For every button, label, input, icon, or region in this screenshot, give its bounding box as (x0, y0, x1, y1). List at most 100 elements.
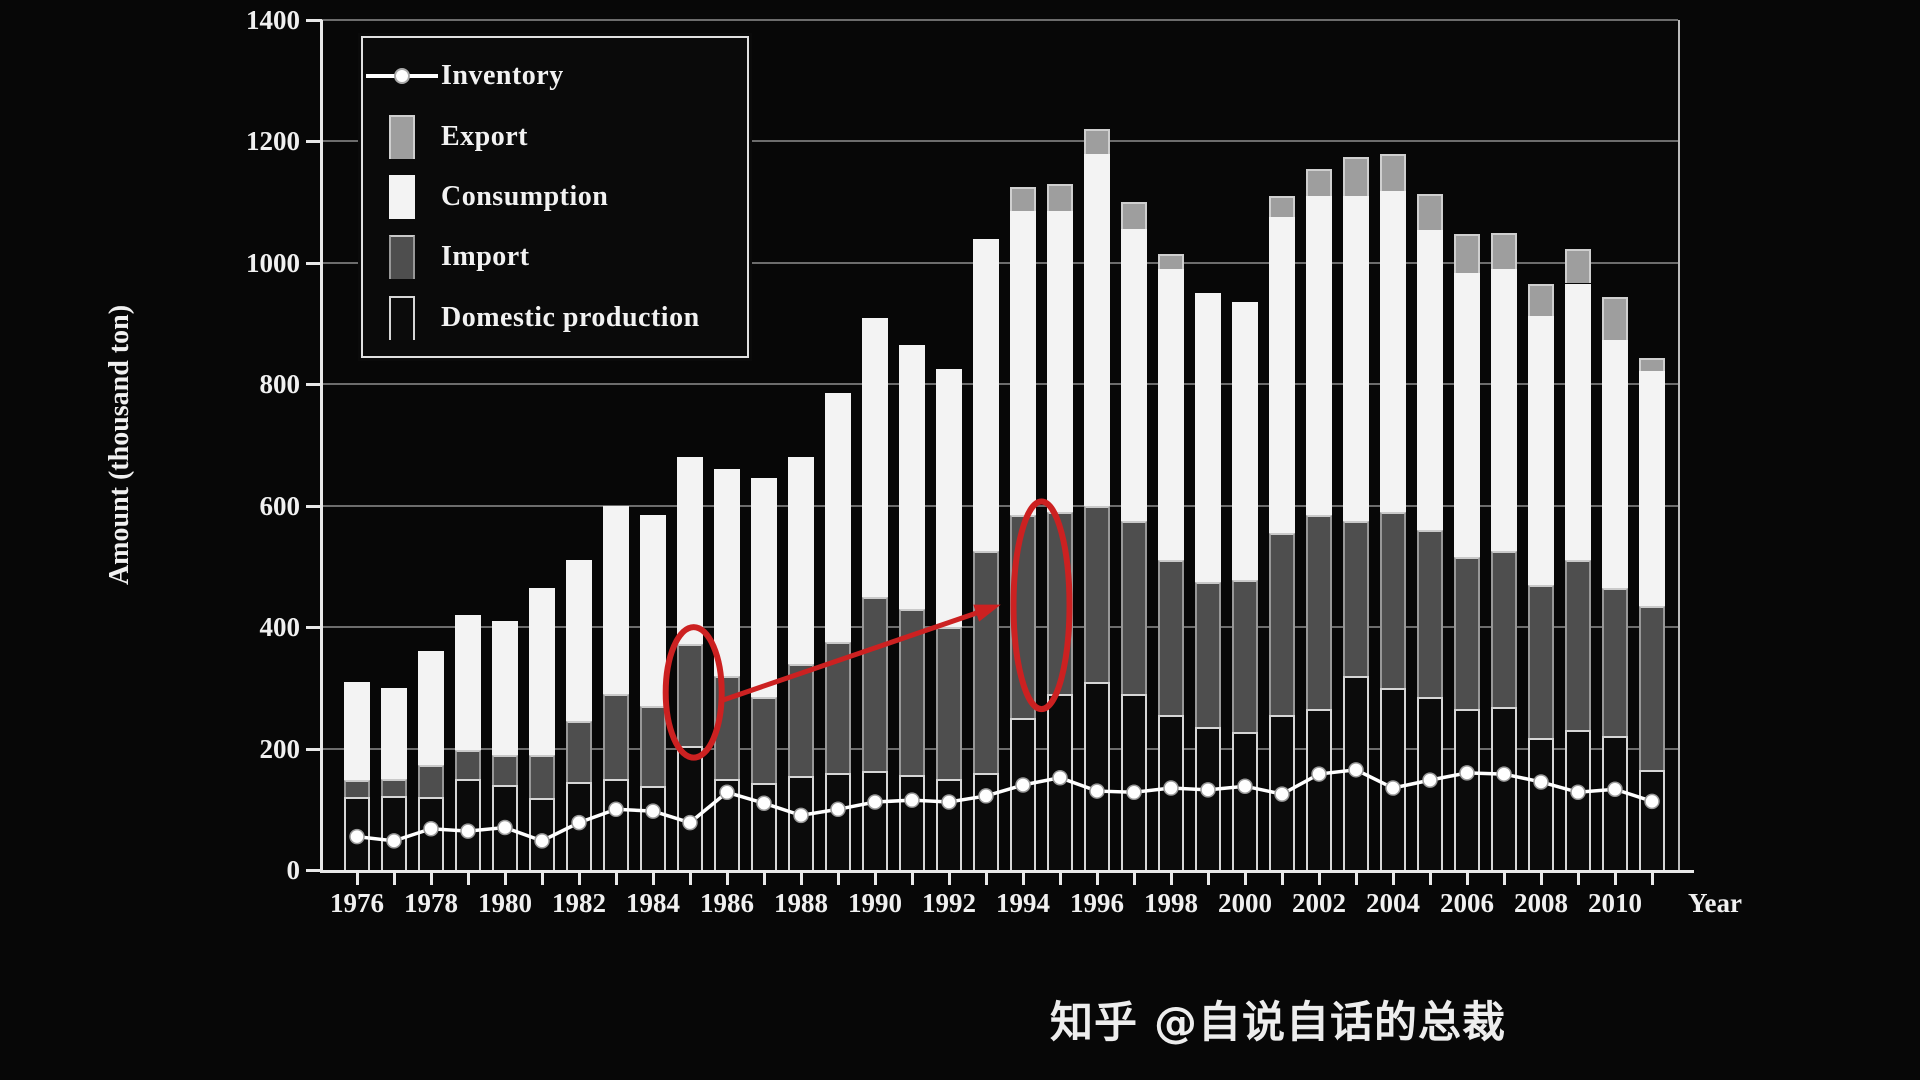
bar-segment-consumption-1989 (825, 393, 851, 643)
bar-segment-import-1999 (1195, 581, 1221, 728)
bar-segment-import-1998 (1158, 560, 1184, 716)
y-tick-0 (306, 869, 322, 872)
bar-segment-domestic-production-1999 (1195, 727, 1221, 870)
inventory-point-1976 (349, 828, 365, 845)
bar-segment-consumption-1994 (1010, 211, 1036, 515)
bar-segment-consumption-1981 (529, 587, 555, 755)
inventory-point-1984 (645, 803, 661, 819)
x-tick-2004 (1392, 873, 1395, 885)
inventory-point-2010 (1607, 781, 1623, 797)
bar-segment-import-2000 (1232, 579, 1258, 732)
bar-segment-consumption-2006 (1454, 273, 1480, 558)
y-tick-600 (306, 504, 322, 508)
x-tick-label-1996: 1996 (1070, 888, 1124, 918)
bar-segment-consumption-1986 (714, 469, 740, 676)
gridline-1200 (322, 140, 1678, 143)
bar-segment-import-2011 (1639, 605, 1665, 770)
x-tick-1997 (1133, 873, 1136, 885)
x-tick-label-1994: 1994 (996, 888, 1050, 918)
legend-label: Import (441, 241, 530, 273)
x-tick-1996 (1096, 873, 1099, 885)
bar-segment-export-1997 (1121, 202, 1147, 230)
x-tick-label-1976: 1976 (330, 888, 384, 918)
x-tick-1990 (874, 873, 877, 885)
x-tick-label-2008: 2008 (1514, 888, 1568, 918)
bar-segment-import-2009 (1565, 560, 1591, 731)
bar-segment-import-1992 (936, 627, 962, 779)
x-tick-2008 (1540, 873, 1543, 885)
bar-segment-consumption-2001 (1269, 217, 1295, 534)
bar-segment-consumption-2002 (1306, 196, 1332, 515)
x-tick-1980 (504, 873, 507, 885)
bar-segment-export-2002 (1306, 168, 1332, 197)
x-tick-2002 (1318, 873, 1321, 885)
gridline-400 (322, 626, 1678, 629)
bar-segment-export-2009 (1565, 248, 1591, 284)
inventory-point-2000 (1237, 778, 1253, 794)
bar-segment-domestic-production-1997 (1121, 693, 1147, 870)
inventory-point-1997 (1126, 784, 1142, 801)
gridline-1400 (322, 19, 1678, 21)
inventory-point-1982 (571, 814, 587, 831)
bar-segment-export-2003 (1343, 156, 1369, 197)
inventory-point-2006 (1459, 765, 1475, 781)
y-tick-200 (306, 747, 322, 751)
y-tick-label-800: 800 (259, 369, 301, 400)
bar-segment-export-1998 (1158, 253, 1184, 269)
bar-segment-domestic-production-1989 (825, 772, 851, 870)
bar-segment-import-2010 (1602, 587, 1628, 737)
bar-segment-import-2003 (1343, 520, 1369, 676)
x-tick-1978 (430, 873, 433, 885)
bar-segment-import-1990 (862, 596, 888, 772)
x-tick-1986 (726, 873, 729, 885)
bar-segment-consumption-1977 (381, 687, 407, 779)
inventory-point-1980 (497, 819, 513, 836)
bar-segment-export-2004 (1380, 153, 1406, 192)
x-tick-label-1978: 1978 (404, 888, 458, 918)
y-tick-label-1200: 1200 (246, 126, 300, 157)
bar-segment-consumption-1997 (1121, 229, 1147, 521)
legend-item-domestic-production: Domestic production (363, 292, 747, 344)
bar-segment-export-2006 (1454, 233, 1480, 274)
x-tick-1991 (911, 873, 914, 885)
y-tick-800 (306, 383, 322, 387)
x-tick-1987 (763, 873, 766, 885)
bar-segment-domestic-production-1988 (788, 775, 814, 870)
bar-segment-export-2011 (1639, 357, 1665, 371)
gridline-600 (322, 504, 1678, 507)
x-tick-label-2006: 2006 (1440, 888, 1494, 918)
bar-segment-import-1988 (788, 663, 814, 776)
consumption-swatch (363, 174, 441, 219)
x-tick-1989 (837, 873, 840, 885)
y-tick-label-600: 600 (259, 490, 301, 521)
y-tick-1200 (306, 140, 322, 144)
bar-segment-domestic-production-1994 (1010, 718, 1036, 870)
x-tick-label-1980: 1980 (478, 888, 532, 918)
bar-segment-import-1982 (566, 721, 592, 782)
bar-segment-domestic-production-2007 (1491, 707, 1517, 870)
inventory-point-1986 (719, 784, 735, 801)
bar-segment-import-1976 (344, 780, 370, 798)
bar-segment-consumption-1985 (677, 457, 703, 644)
bar-segment-import-1983 (603, 693, 629, 779)
bar-segment-consumption-1980 (492, 621, 518, 756)
bar-segment-consumption-1976 (344, 681, 370, 781)
annotation-arrow-line (718, 610, 978, 704)
y-tick-label-200: 200 (259, 733, 301, 764)
x-tick-1979 (467, 873, 470, 885)
bar-segment-domestic-production-2009 (1565, 730, 1591, 870)
inventory-point-1981 (534, 833, 550, 849)
bar-segment-consumption-1998 (1158, 268, 1184, 561)
bar-segment-domestic-production-1990 (862, 771, 888, 870)
bar-segment-consumption-2005 (1417, 230, 1443, 530)
bar-segment-import-2007 (1491, 551, 1517, 708)
bar-segment-import-2004 (1380, 511, 1406, 688)
inventory-point-2009 (1570, 784, 1586, 801)
x-tick-label-2010: 2010 (1588, 888, 1642, 918)
export-swatch (363, 114, 441, 159)
x-tick-1984 (652, 873, 655, 885)
x-tick-label-2000: 2000 (1218, 888, 1272, 918)
legend-label: Consumption (441, 180, 609, 212)
